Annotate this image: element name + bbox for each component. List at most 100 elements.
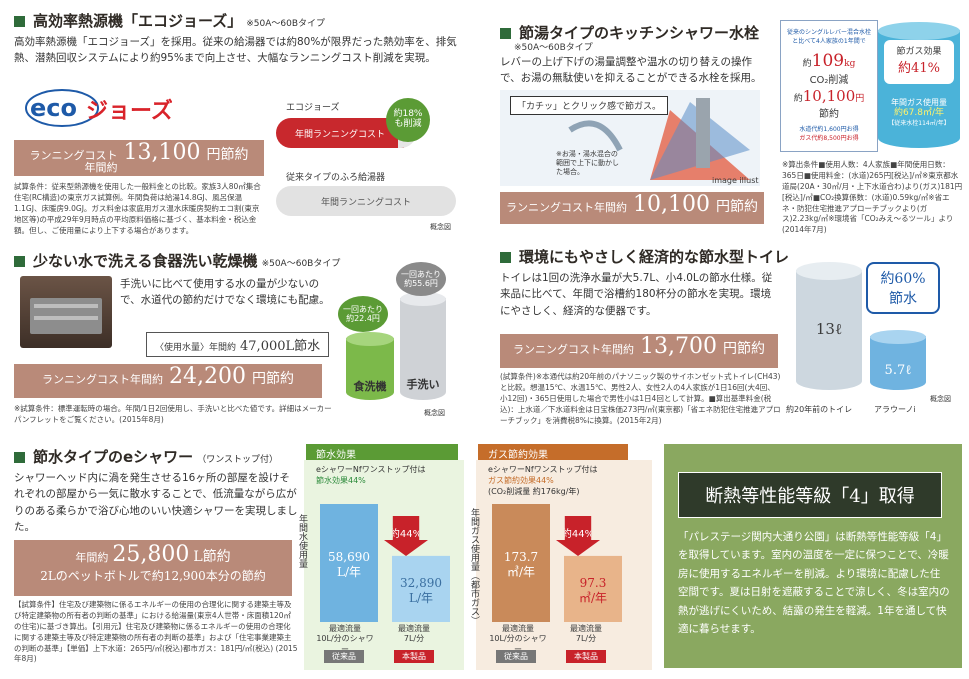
faucet-card-co2-label: CO₂削減: [809, 75, 849, 86]
gas-usage-conventional: 【従来水栓114㎥/年】: [888, 120, 950, 128]
dish-usage-value: 47,000L節水: [240, 339, 321, 354]
dishwasher-cost-bubble: 一回あたり 約22.4円: [338, 296, 388, 332]
heading-marker-icon: [500, 28, 511, 39]
water-reduction-text: 約44%: [389, 528, 423, 540]
water-conventional-badge: 従来品: [324, 650, 364, 663]
water-conventional-flow-label: 最適流量: [329, 624, 361, 633]
dishwasher-cylinder-top: [346, 332, 394, 346]
ecojozu-pipe: 年間ランニングコスト: [276, 118, 404, 148]
new-toilet-cylinder: [870, 336, 926, 390]
dish-subtitle: ※50A〜60Bタイプ: [261, 259, 341, 269]
eco-cost-value: 13,100: [123, 140, 201, 165]
gas-conventional-flow: 10L/分のシャワー: [489, 634, 547, 653]
eco-body: 高効率熱源機「エコジョーズ」を採用。従来の給湯器では約80%が限界だった熱効率を…: [14, 36, 457, 65]
heading-marker-icon: [14, 16, 25, 27]
handwash-cost-caption: 一回あたり: [401, 269, 441, 279]
gas-bar-conventional: [492, 504, 550, 622]
water-bar-value-label: 32,890: [400, 576, 442, 590]
svg-text:ジョーズ: ジョーズ: [86, 98, 172, 124]
eco-cost-label: ランニングコスト: [29, 149, 118, 162]
water-bar-value-label: 58,690: [328, 550, 370, 564]
conventional-pipe-text: 年間ランニングコスト: [320, 197, 411, 208]
gas-bar-product: [564, 555, 622, 622]
eco-heading: 高効率熱源機「エコジョーズ」 ※50A〜60Bタイプ: [14, 10, 325, 31]
water-chart-caption-2: 節水効果44%: [316, 476, 366, 486]
dishwasher-label: 食洗機: [353, 380, 387, 393]
handwash-label: 手洗い: [406, 378, 440, 391]
conventional-pipe-label: 従来タイプのふろ給湯器: [286, 173, 386, 183]
heading-marker-icon: [500, 252, 511, 263]
ecojozu-pipe-text: 年間ランニングコスト: [294, 129, 385, 140]
gas-savings-label: 節ガス効果 約41%: [884, 40, 954, 84]
gas-savings-pct: 約41%: [898, 61, 940, 76]
faucet-cost-value: 10,100: [633, 192, 710, 217]
new-toilet-label: アラウーノi: [874, 405, 916, 414]
faucet-cost-label: ランニングコスト年間約: [506, 201, 627, 214]
water-bar-unit-label: L/年: [337, 565, 361, 579]
gas-bar-value-label: 173.7: [504, 550, 538, 564]
faucet-card-line1: 従来のシングルレバー混合水栓: [786, 29, 871, 36]
heading-marker-icon: [14, 256, 25, 267]
new-toilet-volume: 5.7ℓ: [884, 363, 912, 378]
dishwasher-photo: [20, 276, 112, 348]
eco-cost-label2: 年間約: [84, 160, 118, 174]
faucet-cost-unit: 円節約: [715, 199, 758, 215]
new-toilet-cylinder-top: [870, 330, 926, 344]
shower-cost-band: 年間約 25,800 L節約 2Lのペットボトルで約12,900本分の節約: [14, 540, 292, 596]
faucet-card-co2-number: 109: [811, 51, 845, 71]
eco-note: 試算条件：従来型熱源機を使用した一般料金との比較。家族3人80㎡集合住宅(RC構…: [14, 182, 261, 235]
toilet-heading: 環境にもやさしく経済的な節水型トイレ: [500, 246, 789, 267]
eco-subtitle: ※50A〜60Bタイプ: [246, 19, 326, 29]
water-chart-header: 節水効果: [306, 444, 458, 463]
gas-chart-caption: eシャワーNfワンストップ付は ガス節約効果44% (CO₂削減量 約176kg…: [488, 464, 598, 498]
water-conventional-flow: 10L/分のシャワー: [316, 634, 374, 653]
gas-bar-value-label: 97.3: [580, 576, 607, 590]
dishwasher-cost-caption: 一回あたり: [343, 304, 383, 314]
handwash-cylinder-top: [400, 292, 446, 306]
reduction-badge: 約18% も削減: [386, 98, 430, 142]
water-bar-product: [392, 555, 450, 622]
shower-cost-value: 25,800: [112, 542, 190, 567]
toilet-cost-band: ランニングコスト年間約 13,700 円節約: [500, 334, 778, 368]
gas-product-badge: 本製品: [566, 650, 606, 663]
faucet-card-yen-prefix: 約: [793, 94, 803, 104]
toilet-savings-label: 節水: [889, 291, 917, 307]
faucet-card-yen-number: 10,100: [802, 87, 856, 105]
dish-concept-note: 概念図: [424, 409, 445, 417]
insulation-body: 「パレステージ関内大通り公園」は断熱等性能等級「4」を取得しています。室内の温度…: [678, 531, 950, 635]
insulation-panel: 断熱等性能等級「4」取得 「パレステージ関内大通り公園」は断熱等性能等級「4」を…: [664, 444, 962, 668]
gas-usage-label: 年間ガス使用量: [891, 98, 947, 107]
gas-chart-y-label: 年間ガス使用量（都市ガス）: [469, 508, 479, 625]
dish-cost-value: 24,200: [169, 364, 246, 389]
dishwasher-cylinder: [346, 338, 394, 400]
faucet-savings-card: 従来のシングルレバー混合水栓 と比べて4人家族の1年間で 約109kg CO₂削…: [780, 20, 878, 152]
eco-cost-unit: 円節約: [206, 147, 249, 163]
shower-title: 節水タイプのeシャワー: [33, 448, 194, 466]
gas-product-flow: 7L/分: [575, 634, 597, 644]
dish-usage-label: 〈使用水量〉年間約: [155, 343, 237, 353]
shower-cost-unit: L節約: [193, 549, 231, 565]
dishwasher-cost-value: 約22.4円: [346, 314, 380, 323]
faucet-card-co2-unit: kg: [844, 59, 856, 69]
water-product-flow: 7L/分: [403, 634, 425, 644]
toilet-title: 環境にもやさしく経済的な節水型トイレ: [519, 248, 790, 266]
ecojozu-logo: eco ジョーズ: [22, 82, 173, 130]
shower-subtitle: （ワンストップ付）: [197, 455, 279, 465]
faucet-card-water-cost: 水道代約1,600円お得: [799, 126, 859, 133]
water-bar-conventional: [320, 504, 378, 622]
faucet-range-note: ※お湯・湯水混合の範囲で上下に動かした場合。: [556, 150, 619, 177]
water-chart-y-label: 年間水使用量: [297, 514, 307, 568]
old-toilet-volume: 13ℓ: [815, 320, 843, 338]
gas-chart-header: ガス節約効果: [478, 444, 628, 463]
gas-reduction-text: 約44%: [561, 528, 595, 540]
water-product-flow-label: 最適流量: [398, 624, 430, 633]
conventional-pipe: 年間ランニングコスト: [276, 186, 456, 216]
dish-usage-box: 〈使用水量〉年間約 47,000L節水: [146, 332, 330, 357]
gas-conventional-badge: 従来品: [496, 650, 536, 663]
toilet-concept-note: 概念図: [930, 395, 951, 403]
toilet-note: (試算条件)※本通代は約20年前のパナソニック製のサイホンゼット式トイレ(CH4…: [500, 372, 781, 425]
dish-heading: 少ない水で洗える食器洗い乾燥機 ※50A〜60Bタイプ: [14, 250, 340, 271]
water-product-badge: 本製品: [394, 650, 434, 663]
faucet-card-co2-prefix: 約: [802, 59, 812, 69]
dish-title: 少ない水で洗える食器洗い乾燥機: [33, 252, 258, 270]
